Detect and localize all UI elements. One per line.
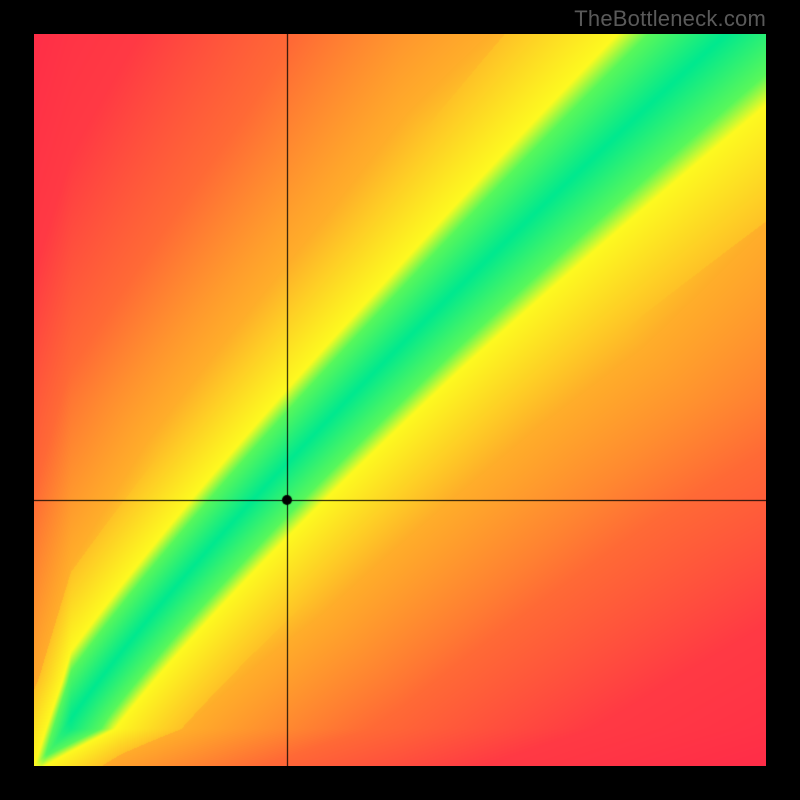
heatmap-canvas bbox=[34, 34, 766, 766]
bottleneck-heatmap bbox=[34, 34, 766, 766]
attribution-text: TheBottleneck.com bbox=[574, 6, 766, 32]
